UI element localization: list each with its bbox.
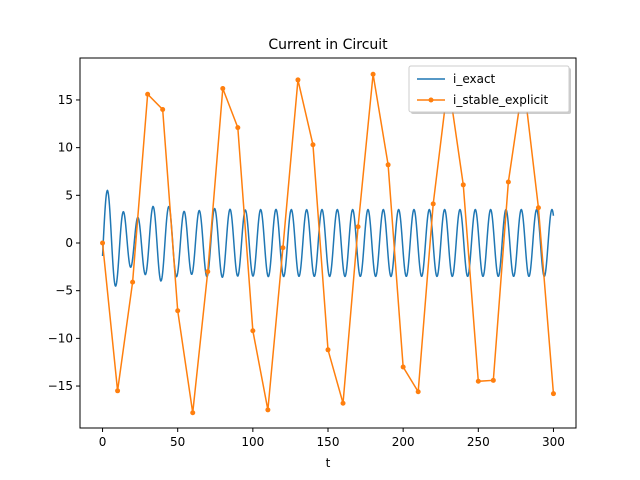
- data-point: [325, 347, 331, 353]
- legend-box: [408, 65, 570, 113]
- data-point: [400, 364, 406, 370]
- y-tick-label: 0: [65, 236, 73, 250]
- legend: i_exact i_stable_explicit: [408, 65, 571, 114]
- data-point: [535, 205, 541, 211]
- y-tick-label: −10: [48, 331, 73, 345]
- x-tick-label: 250: [467, 435, 490, 449]
- data-point: [460, 182, 466, 188]
- y-tick-label: −5: [55, 284, 73, 298]
- y-tick-label: 10: [58, 141, 73, 155]
- data-point: [550, 391, 556, 397]
- data-point: [235, 125, 241, 131]
- y-tick-label: −15: [48, 379, 73, 393]
- data-point: [415, 389, 421, 395]
- data-point: [250, 328, 256, 334]
- y-axis: −15 −10 −5 0 5 10 15: [48, 93, 80, 393]
- data-point: [430, 201, 436, 207]
- series-line-i-exact: [101, 189, 555, 287]
- x-tick-label: 0: [99, 435, 107, 449]
- data-point: [385, 162, 391, 168]
- data-point: [475, 378, 481, 384]
- x-tick-label: 50: [170, 435, 185, 449]
- x-axis: 0 50 100 150 200 250 300: [99, 428, 565, 449]
- data-point: [100, 240, 106, 246]
- data-point: [190, 410, 196, 416]
- data-point: [295, 77, 301, 83]
- data-point: [130, 279, 136, 285]
- data-point: [490, 377, 496, 383]
- data-point: [175, 308, 181, 314]
- x-tick-label: 200: [392, 435, 415, 449]
- data-point: [145, 91, 151, 97]
- data-point: [355, 224, 361, 230]
- data-point: [220, 86, 226, 92]
- x-tick-label: 300: [542, 435, 565, 449]
- data-point: [505, 179, 511, 185]
- data-point: [205, 269, 211, 275]
- data-point: [160, 106, 166, 112]
- x-tick-label: 150: [317, 435, 340, 449]
- data-point: [280, 245, 286, 251]
- data-point: [115, 388, 121, 394]
- legend-label: i_stable_explicit: [453, 93, 548, 107]
- data-point: [310, 142, 316, 148]
- data-point: [265, 407, 271, 413]
- legend-label: i_exact: [453, 72, 496, 86]
- chart-title: Current in Circuit: [268, 37, 388, 53]
- y-tick-label: 15: [58, 93, 73, 107]
- data-point: [340, 400, 346, 406]
- x-tick-label: 100: [241, 435, 264, 449]
- data-point: [370, 71, 376, 77]
- y-tick-label: 5: [65, 188, 73, 202]
- x-axis-label: t: [326, 456, 331, 470]
- legend-marker: [428, 97, 434, 103]
